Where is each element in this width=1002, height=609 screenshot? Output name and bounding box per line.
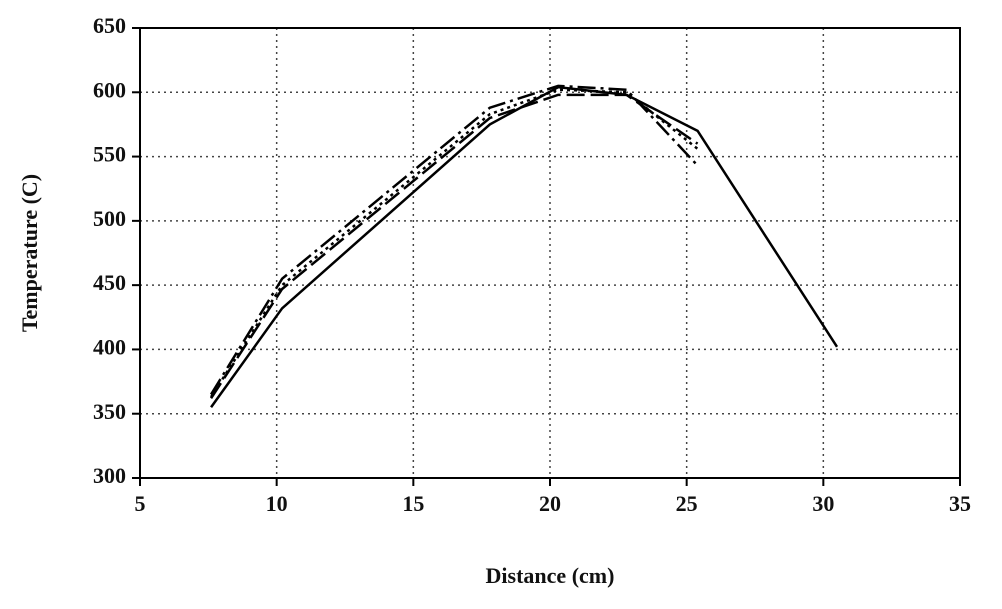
y-tick-label: 600	[93, 77, 126, 102]
y-tick-label: 500	[93, 206, 126, 231]
line-series	[210, 84, 699, 396]
y-tick-label: 550	[93, 142, 126, 167]
y-tick-label: 650	[93, 13, 126, 38]
line-series	[210, 88, 699, 398]
y-axis-label: Temperature (C)	[17, 174, 42, 332]
x-tick-label: 35	[949, 491, 971, 516]
x-tick-label: 15	[402, 491, 424, 516]
x-tick-label: 5	[135, 491, 146, 516]
plot-frame	[139, 27, 961, 479]
x-tick-label: 25	[676, 491, 698, 516]
line-series	[210, 93, 699, 399]
x-tick-label: 20	[539, 491, 561, 516]
y-tick-label: 350	[93, 399, 126, 424]
y-tick-label: 450	[93, 270, 126, 295]
y-tick-label: 300	[93, 463, 126, 488]
x-tick-label: 30	[812, 491, 834, 516]
y-tick-label: 400	[93, 334, 126, 359]
x-tick-label: 10	[266, 491, 288, 516]
x-axis-label: Distance (cm)	[486, 563, 615, 588]
line-series	[210, 85, 839, 409]
